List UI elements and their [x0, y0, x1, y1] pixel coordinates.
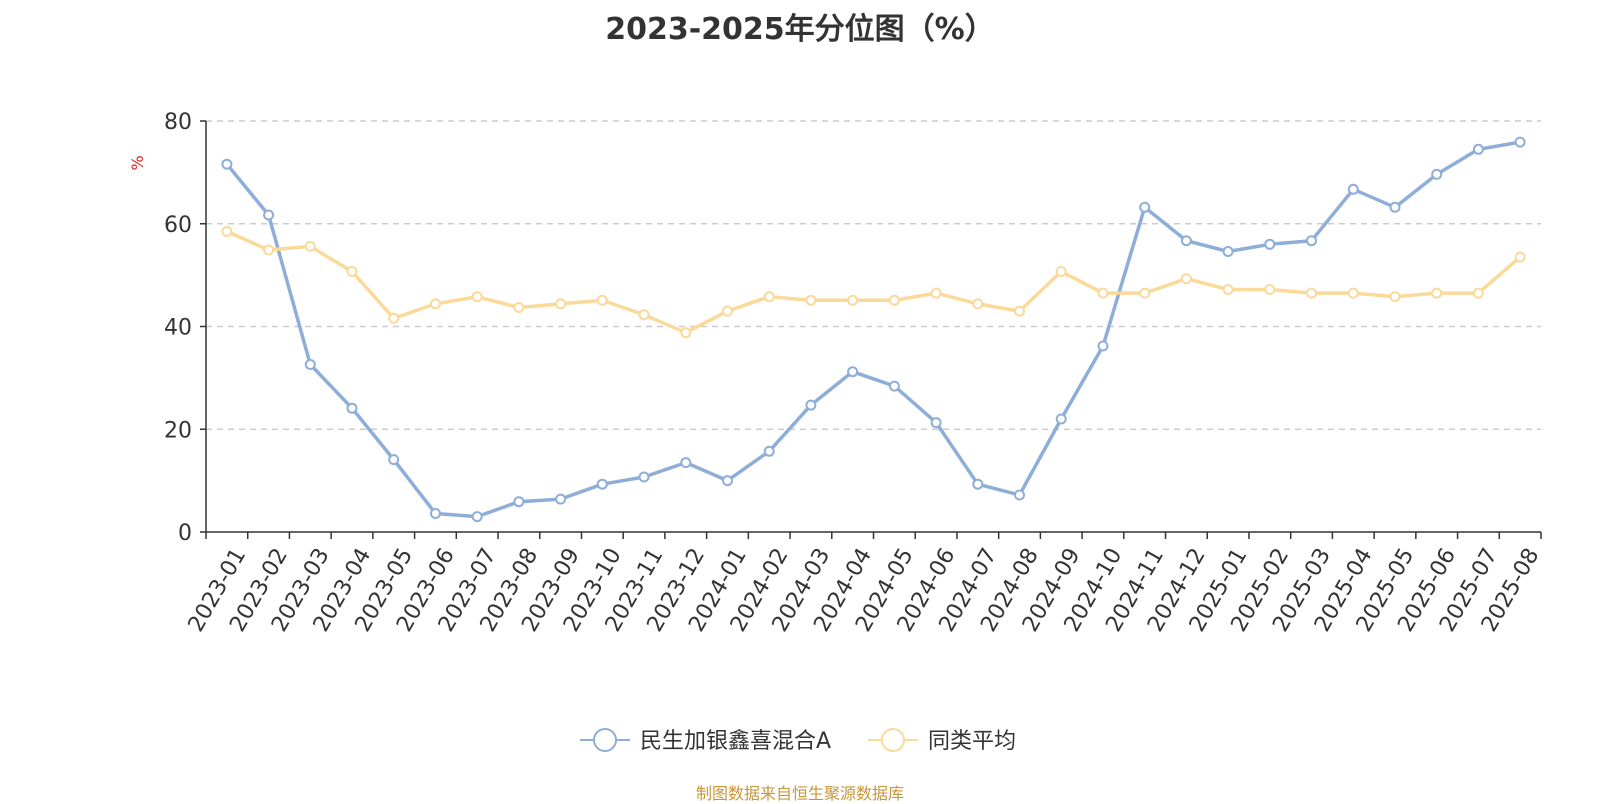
data-point [680, 327, 692, 339]
source-note: 制图数据来自恒生聚源数据库 [695, 784, 904, 803]
data-point [430, 508, 441, 519]
data-point [1306, 235, 1317, 247]
data-point [1139, 287, 1151, 299]
data-point [847, 294, 859, 306]
data-point [638, 309, 650, 321]
data-point [680, 457, 692, 469]
data-point [805, 399, 817, 411]
data-point [346, 266, 358, 277]
data-point [1347, 287, 1359, 299]
data-point [1097, 287, 1109, 299]
data-point [1389, 201, 1401, 213]
data-point [1514, 251, 1526, 263]
legend-label: 民生加银鑫喜混合A [640, 729, 831, 754]
chart-title: 2023-2025年分位图（%） [605, 12, 995, 47]
data-point [1472, 143, 1484, 155]
data-point [1097, 340, 1109, 352]
data-point [930, 287, 942, 299]
data-point [1306, 287, 1317, 299]
data-point [1055, 413, 1067, 425]
data-point [1514, 136, 1526, 148]
data-point [1014, 489, 1025, 501]
legend-marker [593, 728, 617, 752]
data-point [638, 471, 650, 483]
data-point [972, 478, 984, 490]
data-point [972, 298, 984, 310]
y-tick-label: 60 [164, 213, 192, 238]
data-point [471, 291, 483, 303]
data-point [1055, 266, 1067, 277]
data-point [1347, 183, 1359, 195]
data-point [1222, 284, 1234, 295]
data-point [513, 302, 525, 313]
legend-label: 同类平均 [928, 729, 1016, 754]
data-point [930, 417, 942, 429]
y-axis-label: % [128, 155, 147, 170]
data-point [1139, 201, 1151, 213]
data-point [1180, 273, 1192, 285]
y-tick-label: 40 [164, 316, 192, 341]
series-line [225, 229, 1522, 335]
data-point [388, 312, 400, 324]
data-point [596, 294, 608, 306]
data-point [596, 478, 608, 490]
data-point [888, 294, 900, 306]
data-point [471, 511, 483, 523]
data-point [513, 496, 525, 508]
data-point [1431, 168, 1443, 180]
data-point [263, 244, 275, 256]
data-point [1472, 287, 1484, 299]
data-point [388, 454, 400, 466]
data-point [1014, 305, 1025, 317]
grid-lines [206, 120, 1541, 430]
data-point [1264, 238, 1276, 250]
data-point [304, 240, 316, 252]
data-point [847, 366, 859, 378]
data-point [805, 294, 817, 306]
data-point [763, 445, 775, 457]
data-point [1264, 284, 1276, 295]
data-point [263, 209, 275, 221]
legend-marker [881, 728, 905, 752]
y-tick-label: 80 [164, 110, 192, 135]
data-point [346, 402, 358, 414]
data-point [722, 475, 733, 487]
data-point [555, 298, 567, 310]
data-point [430, 298, 441, 310]
data-point [304, 359, 316, 370]
y-tick-labels: 0 20 40 60 80 [164, 110, 192, 546]
data-point [221, 226, 233, 237]
series-lines [221, 136, 1526, 523]
data-point [1180, 235, 1192, 247]
data-point [763, 291, 775, 303]
y-tick-label: 20 [164, 418, 192, 443]
series-line [225, 140, 1522, 519]
data-point [722, 305, 733, 317]
data-point [1389, 291, 1401, 303]
data-point [888, 380, 900, 392]
x-tick-labels: 2023-012023-022023-032023-042023-052023-… [184, 544, 1545, 636]
data-point [1222, 246, 1234, 257]
data-point [555, 493, 567, 505]
axes [200, 120, 1542, 539]
data-point [221, 158, 233, 170]
y-tick-label: 0 [178, 521, 192, 546]
legend: 民生加银鑫喜混合A 同类平均 [580, 728, 1016, 754]
data-point [1431, 287, 1443, 299]
